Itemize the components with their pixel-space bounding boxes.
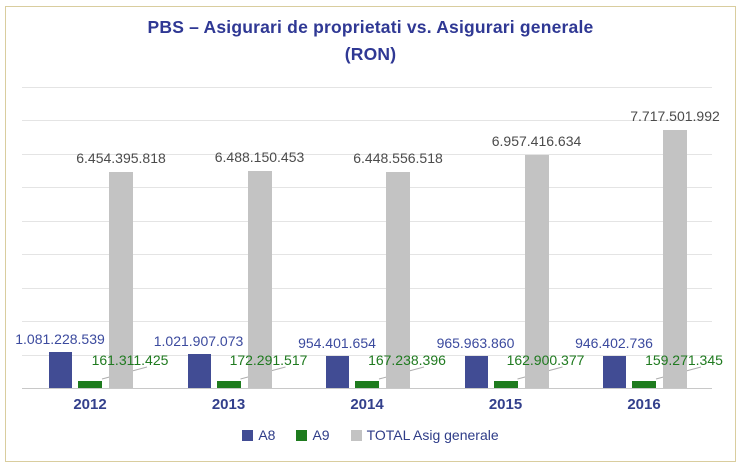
gridline — [22, 321, 712, 323]
value-label-a9-2014: 167.238.396 — [368, 352, 446, 368]
x-axis: 2012 2013 2014 2015 2016 — [22, 396, 712, 416]
bar-total-asig-generale-2014 — [386, 172, 410, 388]
legend-label-a9: A9 — [312, 427, 330, 443]
value-label-a9-2012: 161.311.425 — [91, 352, 169, 368]
bar-a8-2014 — [326, 356, 349, 388]
plot-area: 1.081.228.539 161.311.425 6.454.395.818 1.0… — [15, 87, 723, 389]
chart-title: PBS – Asigurari de proprietati vs. Asigu… — [0, 14, 741, 68]
bar-a9-2016 — [632, 381, 656, 388]
legend-swatch-a9 — [296, 429, 308, 441]
bar-a9-2014 — [355, 381, 379, 388]
legend: A8 A9 TOTAL Asig generale — [0, 427, 741, 443]
legend-item-a8: A8 — [242, 427, 275, 443]
x-axis-label-2012: 2012 — [73, 396, 107, 413]
chart-title-line1: PBS – Asigurari de proprietati vs. Asigu… — [147, 17, 594, 37]
value-label-a8-2016: 946.402.736 — [575, 335, 653, 352]
bar-total-asig-generale-2015 — [524, 155, 549, 388]
x-axis-label-2015: 2015 — [488, 396, 523, 413]
bar-a8-2012 — [49, 351, 72, 388]
x-axis-label-2014: 2014 — [350, 396, 384, 413]
legend-swatch-a8 — [242, 429, 254, 441]
legend-item-a9: A9 — [296, 427, 330, 443]
gridline — [22, 287, 712, 289]
gridline — [22, 187, 712, 189]
legend-swatch-total — [350, 429, 362, 441]
value-label-a9-2016: 159.271.345 — [645, 352, 723, 368]
value-label-total-asig-generale-2015: 6.957.416.634 — [491, 133, 582, 150]
value-label-a8-2012: 1.081.228.539 — [15, 330, 105, 347]
value-label-a9-2015: 162.900.377 — [506, 352, 585, 368]
gridline — [22, 87, 712, 88]
gridline — [22, 153, 712, 155]
value-label-a8-2015: 965.963.860 — [436, 334, 515, 351]
gridline — [22, 220, 712, 222]
value-label-total-asig-generale-2013: 6.488.150.453 — [214, 149, 305, 165]
gridline — [22, 120, 712, 122]
gridline — [22, 254, 712, 256]
bar-a9-2013 — [216, 381, 241, 388]
value-label-a8-2013: 1.021.907.073 — [153, 332, 244, 349]
bar-a9-2012 — [78, 381, 102, 388]
value-label-total-asig-generale-2014: 6.448.556.518 — [353, 150, 443, 167]
bar-total-asig-generale-2013 — [247, 171, 272, 388]
value-label-a9-2013: 172.291.517 — [229, 352, 308, 368]
gridline — [22, 354, 712, 356]
chart-title-line2: (RON) — [344, 44, 397, 64]
value-label-total-asig-generale-2012: 6.454.395.818 — [76, 150, 166, 167]
bar-a9-2015 — [493, 381, 518, 388]
value-label-a8-2014: 954.401.654 — [298, 335, 376, 352]
bar-a8-2016 — [603, 356, 626, 388]
legend-item-total: TOTAL Asig generale — [350, 427, 499, 443]
bar-total-asig-generale-2016 — [663, 129, 687, 388]
bar-a8-2015 — [464, 355, 488, 388]
legend-label-total: TOTAL Asig generale — [366, 427, 499, 443]
x-axis-label-2016: 2016 — [627, 396, 661, 413]
value-label-total-asig-generale-2016: 7.717.501.992 — [630, 107, 720, 124]
axis-baseline — [22, 388, 712, 389]
x-axis-label-2013: 2013 — [211, 396, 246, 413]
bar-total-asig-generale-2012 — [109, 172, 133, 388]
bar-a8-2013 — [187, 353, 211, 388]
legend-label-a8: A8 — [258, 427, 276, 443]
